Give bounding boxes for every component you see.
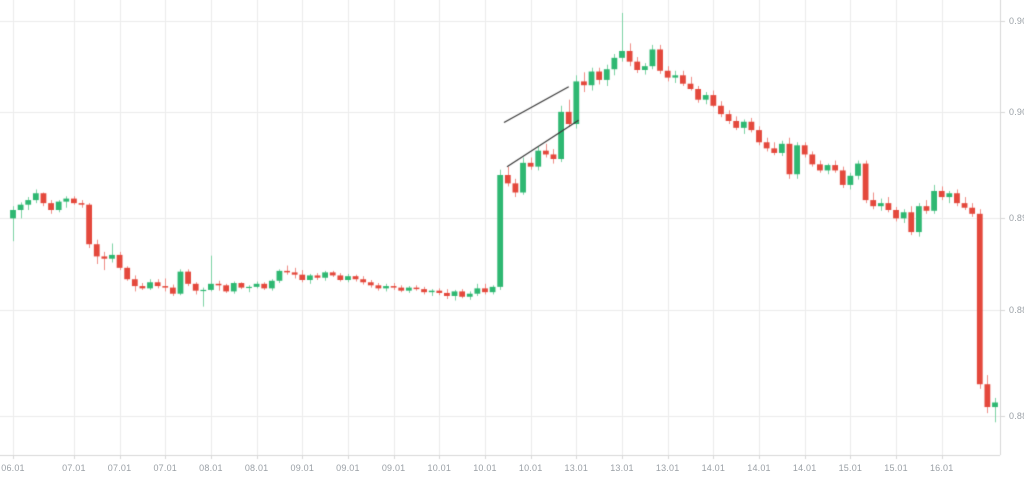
chart-plot-canvas[interactable] [0,0,1024,479]
candlestick-chart[interactable]: 0.90600.90000.89300.88700.880006.0107.01… [0,0,1024,479]
